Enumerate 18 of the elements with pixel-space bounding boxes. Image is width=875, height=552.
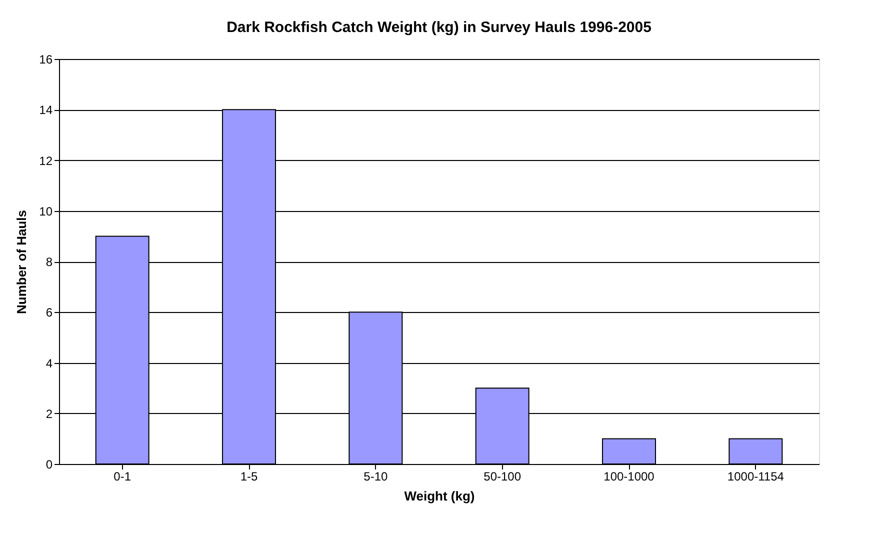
y-tick-label: 6 [46, 306, 53, 320]
y-tick-label: 12 [39, 154, 53, 168]
y-tick-label: 4 [46, 356, 53, 370]
x-tick-label: 1-5 [240, 470, 258, 484]
x-axis-title: Weight (kg) [404, 488, 475, 504]
y-tick-label: 2 [46, 406, 53, 421]
x-tick-label: 5-10 [364, 470, 388, 484]
y-tick-label: 8 [46, 255, 53, 269]
y-tick-label: 10 [39, 204, 53, 218]
chart-title: Dark Rockfish Catch Weight (kg) in Survey Hauls 1996-2005 [226, 19, 652, 36]
y-tick-label: 14 [39, 103, 53, 118]
x-tick-label: 0-1 [114, 470, 132, 484]
y-axis-title: Number of Hauls [14, 210, 30, 314]
x-tick-label: 100-1000 [604, 470, 655, 484]
y-tick-label: 0 [46, 458, 53, 472]
y-tick-label: 16 [39, 52, 53, 66]
x-tick-label: 50-100 [484, 470, 522, 484]
x-tick-label: 1000-1154 [727, 470, 784, 484]
